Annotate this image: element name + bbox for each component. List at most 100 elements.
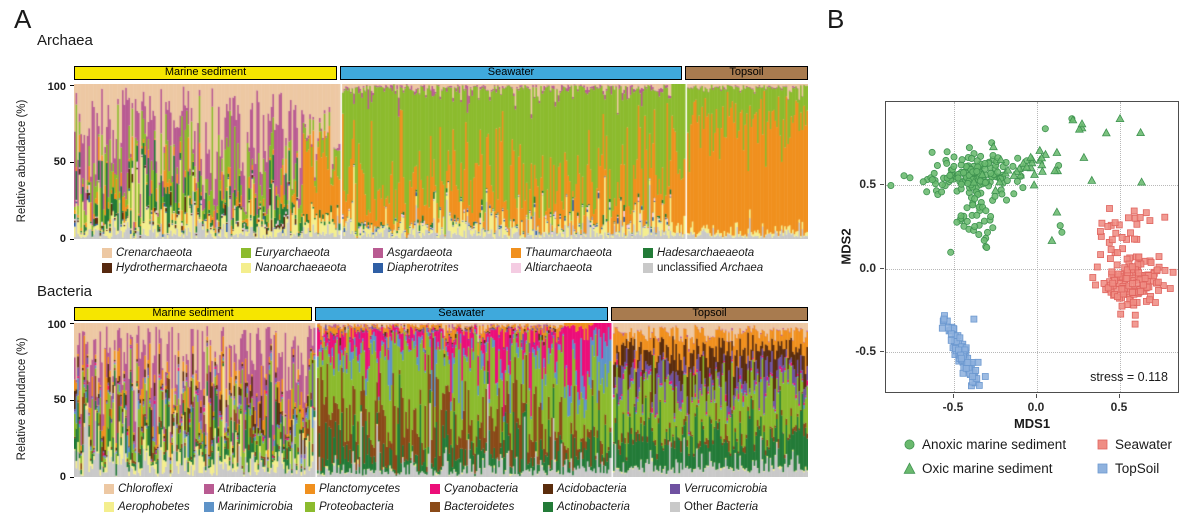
legend-swatch-atribacteria — [204, 484, 214, 494]
archaea-tick-mark — [70, 239, 74, 240]
legend-swatch-other-bacteria — [670, 502, 680, 512]
legend-label: Euryarchaeota — [255, 247, 330, 259]
circle-marker-icon — [904, 439, 915, 450]
legend-label: Marinimicrobia — [218, 501, 293, 513]
gridline-vertical — [954, 102, 955, 392]
legend-item-hadesarchaeaeota: Hadesarchaeaeota — [643, 247, 754, 259]
legend-label: Asgardaeota — [387, 247, 453, 259]
y-tick-mark — [880, 351, 884, 352]
legend-swatch-hydrothermarchaeota — [102, 263, 112, 273]
legend-item-proteobacteria: Proteobacteria — [305, 501, 394, 513]
legend-label: Actinobacteria — [557, 501, 630, 513]
x-tick-mark — [953, 394, 954, 398]
archaea-stacked-bar-chart — [74, 84, 808, 239]
legend-label: Cyanobacteria — [444, 483, 519, 495]
legend-item-chloroflexi: Chloroflexi — [104, 483, 172, 495]
x-tick-mark — [1036, 394, 1037, 398]
legend-item-hydrothermarchaeota: Hydrothermarchaeota — [102, 262, 227, 274]
bacteria-title: Bacteria — [37, 283, 93, 300]
gridline-horizontal — [886, 352, 1178, 353]
legend-label: Proteobacteria — [319, 501, 394, 513]
legend-swatch-diapherotrites — [373, 263, 383, 273]
legend-label: Diapherotrites — [387, 262, 459, 274]
legend-item-verrucomicrobia: Verrucomicrobia — [670, 483, 767, 495]
legend-item-marinimicrobia: Marinimicrobia — [204, 501, 293, 513]
nmds-legend-label: Anoxic marine sediment — [922, 437, 1067, 452]
legend-item-atribacteria: Atribacteria — [204, 483, 276, 495]
legend-swatch-marinimicrobia — [204, 502, 214, 512]
archaea-ytick-100: 100 — [47, 81, 66, 93]
archaea-tick-mark — [70, 85, 74, 86]
archaea-y-axis-label: Relative abundance (%) — [16, 99, 28, 223]
legend-label: Bacteroidetes — [444, 501, 515, 513]
nmds-legend-label: Seawater — [1115, 437, 1173, 452]
panel-b-label: B — [827, 4, 845, 34]
gridline-horizontal — [886, 269, 1178, 270]
legend-item-aerophobetes: Aerophobetes — [104, 501, 190, 513]
x-tick-mark — [1119, 394, 1120, 398]
gridline-vertical — [1037, 102, 1038, 392]
legend-item-cyanobacteria: Cyanobacteria — [430, 483, 518, 495]
nmds-ytick: 0.5 — [859, 177, 876, 191]
legend-label: unclassified Archaea — [657, 262, 764, 274]
legend-swatch-proteobacteria — [305, 502, 315, 512]
nmds-ytick: 0.0 — [859, 261, 876, 275]
archaea-ytick-50: 50 — [53, 156, 66, 168]
legend-label: Hadesarchaeaeota — [657, 247, 755, 259]
legend-label: Other Bacteria — [684, 501, 759, 513]
legend-swatch-chloroflexi — [104, 484, 114, 494]
nmds-scatter-points — [887, 113, 1177, 390]
legend-item-planctomycetes: Planctomycetes — [305, 483, 400, 495]
nmds-legend-item-oxic-marine-sediment: Oxic marine sediment — [903, 461, 1053, 476]
group-header-marine-sediment: Marine sediment — [74, 307, 312, 321]
legend-swatch-acidobacteria — [543, 484, 553, 494]
bacteria-tick-mark — [70, 400, 74, 401]
legend-swatch-cyanobacteria — [430, 484, 440, 494]
legend-swatch-bacteroidetes — [430, 502, 440, 512]
legend-swatch-altiarchaeota — [511, 263, 521, 273]
bacteria-tick-mark — [70, 323, 74, 324]
triangle-marker-icon — [903, 462, 916, 474]
legend-label: Atribacteria — [218, 483, 277, 495]
legend-label: Crenarchaeota — [116, 247, 193, 259]
group-header-topsoil: Topsoil — [611, 307, 808, 321]
nmds-ytick: -0.5 — [855, 344, 876, 358]
legend-swatch-verrucomicrobia — [670, 484, 680, 494]
nmds-plot-area: stress = 0.118 — [885, 101, 1179, 393]
legend-swatch-asgardaeota — [373, 248, 383, 258]
archaea-ytick-0: 0 — [59, 233, 66, 245]
legend-item-bacteroidetes: Bacteroidetes — [430, 501, 514, 513]
nmds-legend-label: TopSoil — [1115, 461, 1160, 476]
legend-label: Aerophobetes — [118, 501, 190, 513]
nmds-legend-item-seawater: Seawater — [1096, 437, 1172, 452]
bacteria-y-axis-label: Relative abundance (%) — [16, 337, 28, 461]
legend-label: Hydrothermarchaeota — [116, 262, 228, 274]
legend-item-asgardaeota: Asgardaeota — [373, 247, 452, 259]
bacteria-ytick-100: 100 — [47, 319, 66, 331]
x-axis-label: MDS1 — [1013, 416, 1051, 431]
legend-item-altiarchaeota: Altiarchaeota — [511, 262, 592, 274]
group-header-seawater: Seawater — [340, 66, 682, 80]
legend-label: Planctomycetes — [319, 483, 401, 495]
nmds-legend-item-anoxic-marine-sediment: Anoxic marine sediment — [903, 437, 1066, 452]
group-header-seawater: Seawater — [315, 307, 608, 321]
bacteria-ytick-0: 0 — [59, 471, 66, 483]
panel-a-label: A — [14, 4, 32, 34]
archaea-title: Archaea — [37, 32, 93, 49]
legend-swatch-aerophobetes — [104, 502, 114, 512]
legend-item-nanoarchaeaeota: Nanoarchaeaeota — [241, 262, 346, 274]
y-tick-mark — [880, 268, 884, 269]
legend-item-diapherotrites: Diapherotrites — [373, 262, 459, 274]
group-header-marine-sediment: Marine sediment — [74, 66, 337, 80]
y-axis-label: MDS2 — [838, 228, 854, 265]
legend-item-thaumarchaeota: Thaumarchaeota — [511, 247, 612, 259]
nmds-xtick: 0.5 — [1110, 400, 1128, 414]
legend-swatch-nanoarchaeaeota — [241, 263, 251, 273]
legend-swatch-actinobacteria — [543, 502, 553, 512]
bacteria-tick-mark — [70, 477, 74, 478]
legend-label: Altiarchaeota — [525, 262, 593, 274]
legend-label: Acidobacteria — [557, 483, 627, 495]
y-tick-mark — [880, 184, 884, 185]
square-marker-icon — [1097, 463, 1108, 474]
